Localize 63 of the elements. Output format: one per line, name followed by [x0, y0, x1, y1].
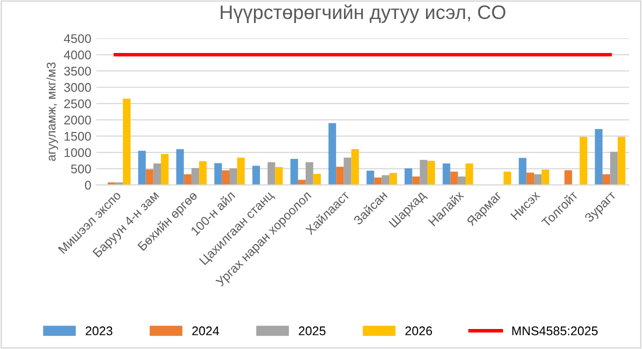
bar — [618, 136, 626, 185]
bar — [191, 168, 200, 185]
bar — [504, 172, 512, 185]
bar — [450, 172, 458, 185]
bar — [176, 149, 184, 185]
bar — [138, 150, 146, 185]
y-tick-label: 1500 — [64, 132, 91, 141]
bar — [412, 176, 420, 185]
chart-title: Нүүрстөрөгчийн дутуу исэл, CO — [220, 4, 506, 23]
bar — [389, 172, 397, 185]
legend-label: 2023 — [86, 326, 112, 336]
bar — [230, 168, 238, 185]
bar — [146, 169, 154, 185]
bar — [184, 174, 192, 185]
bar — [458, 176, 466, 185]
legend-label: MNS4585:2025 — [512, 326, 598, 336]
bar — [161, 154, 169, 185]
bar — [534, 174, 542, 185]
legend-label: 2026 — [405, 326, 432, 336]
bar — [427, 160, 436, 185]
y-axis-title: агууламж, мкг/м3 — [46, 62, 58, 161]
bar — [366, 170, 374, 185]
legend-label: 2024 — [192, 326, 220, 336]
bar — [214, 163, 222, 185]
bar — [465, 163, 474, 185]
bar — [252, 166, 260, 185]
bar — [351, 149, 359, 185]
bar — [594, 128, 603, 185]
bar — [580, 136, 588, 185]
bar — [268, 162, 276, 185]
legend-label: 2025 — [298, 326, 326, 336]
bar — [153, 163, 162, 185]
y-tick-label: 3500 — [64, 66, 91, 76]
bar — [313, 174, 321, 185]
y-tick-label: 2500 — [64, 99, 91, 108]
y-tick-label: 1000 — [64, 148, 91, 158]
bar — [542, 170, 550, 185]
bar — [237, 158, 245, 185]
y-tick-label: 2000 — [64, 116, 91, 124]
y-tick-label: 0 — [84, 180, 91, 190]
bar — [122, 98, 131, 185]
bar — [518, 158, 526, 185]
bar — [336, 166, 344, 185]
bar — [275, 167, 283, 185]
bar — [290, 158, 298, 185]
bar — [344, 158, 352, 185]
bar — [199, 161, 207, 185]
bar — [404, 168, 412, 185]
y-tick-label: 4500 — [64, 34, 91, 44]
bar — [442, 163, 450, 185]
y-tick-label: 4000 — [64, 50, 91, 60]
bar — [526, 172, 534, 185]
y-tick-label: 500 — [71, 164, 91, 174]
bar — [420, 160, 428, 185]
y-tick-label: 3000 — [64, 83, 91, 92]
bar — [610, 152, 618, 185]
bar — [382, 175, 390, 185]
bar — [564, 170, 572, 185]
bar — [602, 174, 610, 185]
bar — [328, 123, 336, 185]
bar — [222, 170, 230, 185]
bar — [374, 177, 382, 185]
bar — [306, 162, 314, 185]
